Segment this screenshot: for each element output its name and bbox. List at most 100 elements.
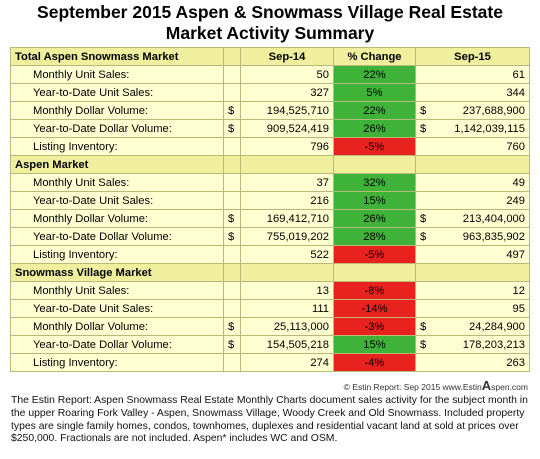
section-title: Snowmass Village Market <box>10 263 224 282</box>
current-amount: 263 <box>506 356 525 369</box>
change-value: 28% <box>333 227 416 246</box>
current-value: 49 <box>415 173 530 192</box>
current-amount: 61 <box>512 68 525 81</box>
row-label: Monthly Unit Sales: <box>10 173 224 192</box>
current-currency: $ <box>420 122 427 135</box>
prior-value: 274 <box>240 353 334 372</box>
section-title: Aspen Market <box>10 155 224 174</box>
prior-currency: $ <box>223 209 241 228</box>
current-amount: 497 <box>506 248 525 261</box>
section-title: Total Aspen Snowmass Market <box>10 47 224 66</box>
row-label: Year-to-Date Unit Sales: <box>10 299 224 318</box>
row-label: Year-to-Date Dollar Volume: <box>10 119 224 138</box>
current-value: 95 <box>415 299 530 318</box>
prior-currency <box>223 353 241 372</box>
current-value: $213,404,000 <box>415 209 530 228</box>
report-title: September 2015 Aspen & Snowmass Village … <box>0 2 540 44</box>
prior-currency <box>223 83 241 102</box>
current-amount: 178,203,213 <box>462 338 525 351</box>
section-header: Aspen Market <box>10 155 530 174</box>
change-value: -14% <box>333 299 416 318</box>
current-amount: 24,284,900 <box>469 320 525 333</box>
change-value: 22% <box>333 101 416 120</box>
current-value: 263 <box>415 353 530 372</box>
current-value: 61 <box>415 65 530 84</box>
prior-currency <box>223 245 241 264</box>
table-row: Listing Inventory: 522 -5% 497 <box>10 245 530 264</box>
current-currency: $ <box>420 338 427 351</box>
change-value: -4% <box>333 353 416 372</box>
current-amount: 344 <box>506 86 525 99</box>
row-label: Listing Inventory: <box>10 245 224 264</box>
current-value: $237,688,900 <box>415 101 530 120</box>
change-value: 22% <box>333 65 416 84</box>
change-value: 15% <box>333 191 416 210</box>
row-label: Monthly Dollar Volume: <box>10 101 224 120</box>
prior-currency: $ <box>223 335 241 354</box>
current-currency: $ <box>420 230 427 243</box>
current-value: $1,142,039,115 <box>415 119 530 138</box>
header-spacer <box>223 47 241 66</box>
header-prior: Sep-14 <box>240 47 334 66</box>
prior-value: 50 <box>240 65 334 84</box>
footnote: The Estin Report: Aspen Snowmass Real Es… <box>11 395 528 445</box>
current-value: $178,203,213 <box>415 335 530 354</box>
current-value: $24,284,900 <box>415 317 530 336</box>
current-value: 344 <box>415 83 530 102</box>
table-row: Monthly Unit Sales: 37 32% 49 <box>10 173 530 192</box>
prior-value: 216 <box>240 191 334 210</box>
current-amount: 237,688,900 <box>462 104 525 117</box>
table-row: Year-to-Date Unit Sales: 111 -14% 95 <box>10 299 530 318</box>
header-change: % Change <box>333 47 416 66</box>
title-line-1: September 2015 Aspen & Snowmass Village … <box>37 2 503 22</box>
current-value: 249 <box>415 191 530 210</box>
header-current: Sep-15 <box>415 47 530 66</box>
current-currency: $ <box>420 320 427 333</box>
current-amount: 963,835,902 <box>462 230 525 243</box>
change-value: 5% <box>333 83 416 102</box>
row-label: Year-to-Date Unit Sales: <box>10 83 224 102</box>
prior-value: 37 <box>240 173 334 192</box>
prior-value: 522 <box>240 245 334 264</box>
market-summary-table: Total Aspen Snowmass Market Sep-14% Chang… <box>10 47 530 372</box>
prior-currency <box>223 173 241 192</box>
row-label: Monthly Unit Sales: <box>10 65 224 84</box>
header-change <box>333 155 416 174</box>
row-label: Monthly Unit Sales: <box>10 281 224 300</box>
row-label: Monthly Dollar Volume: <box>10 209 224 228</box>
title-line-2: Market Activity Summary <box>165 23 375 43</box>
section-header: Total Aspen Snowmass Market Sep-14% Chang… <box>10 47 530 66</box>
current-amount: 213,404,000 <box>462 212 525 225</box>
prior-value: 111 <box>240 299 334 318</box>
prior-currency: $ <box>223 119 241 138</box>
header-prior <box>240 263 334 282</box>
row-label: Year-to-Date Dollar Volume: <box>10 335 224 354</box>
header-current <box>415 263 530 282</box>
table-row: Year-to-Date Dollar Volume: $755,019,202 2… <box>10 227 530 246</box>
current-amount: 95 <box>512 302 525 315</box>
change-value: -5% <box>333 137 416 156</box>
prior-currency <box>223 137 241 156</box>
table-row: Monthly Dollar Volume: $194,525,710 22% $23… <box>10 101 530 120</box>
prior-value: 25,113,000 <box>240 317 334 336</box>
header-current <box>415 155 530 174</box>
header-spacer <box>223 155 241 174</box>
prior-value: 169,412,710 <box>240 209 334 228</box>
prior-value: 327 <box>240 83 334 102</box>
row-label: Year-to-Date Dollar Volume: <box>10 227 224 246</box>
table-row: Year-to-Date Dollar Volume: $909,524,419 2… <box>10 119 530 138</box>
current-amount: 760 <box>506 140 525 153</box>
prior-value: 755,019,202 <box>240 227 334 246</box>
prior-value: 154,505,218 <box>240 335 334 354</box>
table-row: Monthly Dollar Volume: $25,113,000 -3% $24,… <box>10 317 530 336</box>
current-amount: 249 <box>506 194 525 207</box>
prior-currency: $ <box>223 101 241 120</box>
change-value: -3% <box>333 317 416 336</box>
header-change <box>333 263 416 282</box>
header-prior <box>240 155 334 174</box>
row-label: Year-to-Date Unit Sales: <box>10 191 224 210</box>
prior-currency <box>223 65 241 84</box>
prior-currency <box>223 191 241 210</box>
change-value: 26% <box>333 209 416 228</box>
prior-value: 909,524,419 <box>240 119 334 138</box>
